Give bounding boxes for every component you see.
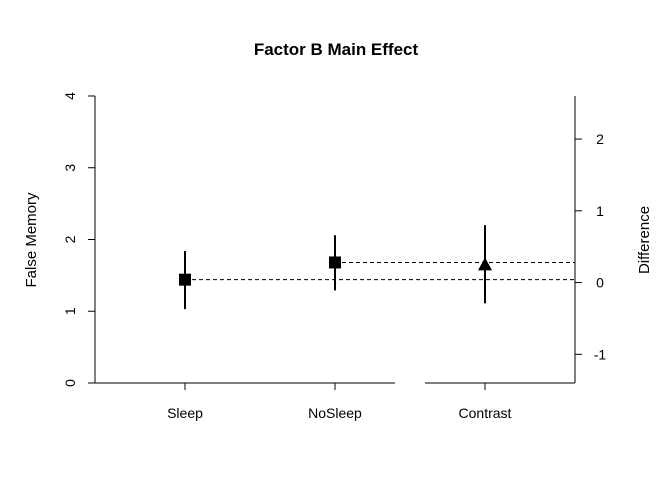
chart-title: Factor B Main Effect bbox=[254, 40, 419, 59]
right-y-axis: -1 0 1 2 bbox=[574, 96, 607, 383]
y-tick-label: 1 bbox=[62, 307, 78, 315]
x-tick-label: Contrast bbox=[459, 405, 512, 421]
y-tick-label-right: 2 bbox=[596, 131, 604, 147]
x-tick-label: NoSleep bbox=[308, 405, 362, 421]
y-tick-label-right: 1 bbox=[596, 203, 604, 219]
y-tick-label-right: -1 bbox=[594, 346, 607, 362]
reference-lines bbox=[185, 261, 575, 281]
y-tick-label: 4 bbox=[62, 92, 78, 100]
left-y-axis: 0 1 2 3 4 bbox=[62, 92, 96, 387]
point-marker bbox=[329, 256, 341, 269]
y-axis-label: False Memory bbox=[23, 192, 40, 288]
point-marker bbox=[478, 257, 492, 271]
y-tick-label: 0 bbox=[62, 379, 78, 387]
x-axis: Sleep NoSleep Contrast bbox=[95, 382, 575, 421]
point-marker bbox=[179, 273, 191, 286]
x-tick-label: Sleep bbox=[167, 405, 203, 421]
y-tick-label: 3 bbox=[62, 164, 78, 172]
y-axis-label-right: Difference bbox=[636, 206, 653, 274]
y-tick-label: 2 bbox=[62, 235, 78, 243]
data-marks bbox=[179, 225, 492, 310]
y-tick-label-right: 0 bbox=[596, 275, 604, 291]
